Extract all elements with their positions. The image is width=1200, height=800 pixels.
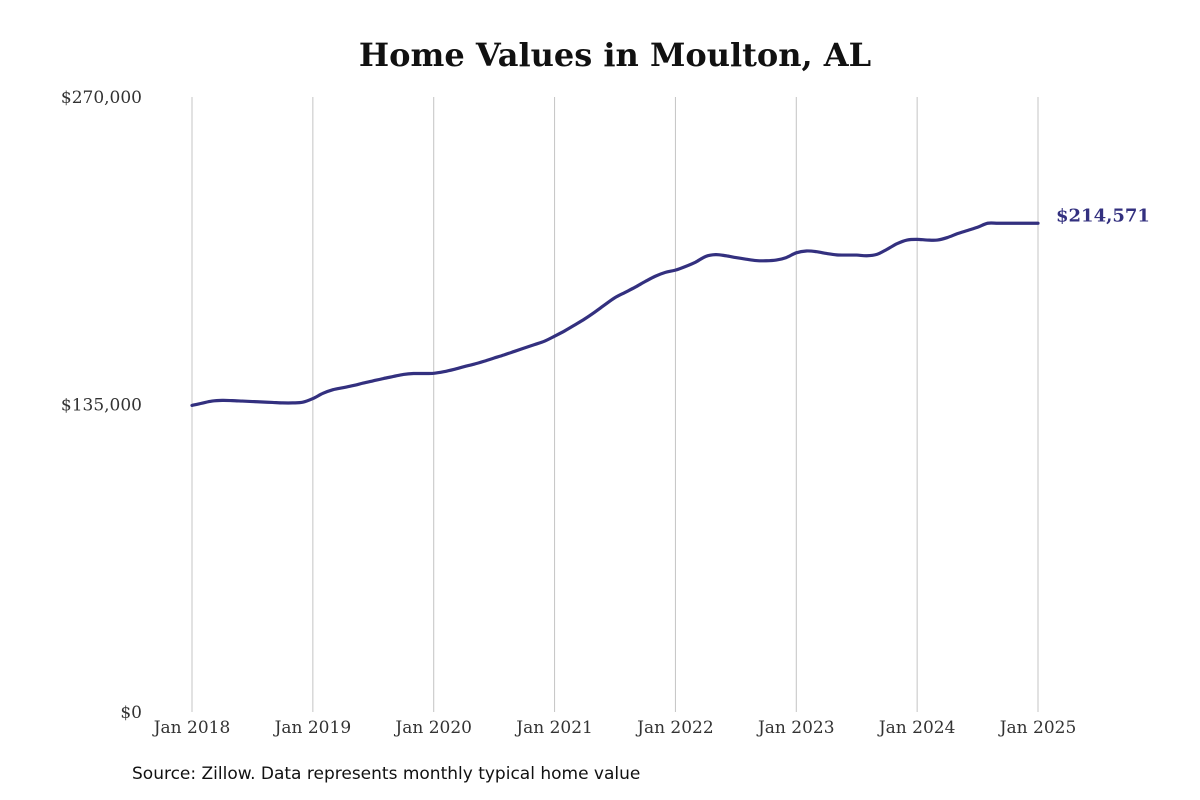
x-tick-label: Jan 2019 [273, 718, 352, 738]
x-tick-label: Jan 2018 [152, 718, 231, 738]
y-tick-label: $270,000 [61, 88, 142, 108]
x-tick-label: Jan 2020 [393, 718, 472, 738]
y-tick-label: $0 [120, 703, 142, 723]
source-note: Source: Zillow. Data represents monthly … [132, 764, 641, 784]
chart-title: Home Values in Moulton, AL [358, 36, 872, 74]
end-value-label: $214,571 [1056, 205, 1150, 226]
x-tick-label: Jan 2023 [756, 718, 835, 738]
y-tick-label: $135,000 [61, 396, 142, 416]
x-tick-label: Jan 2021 [514, 718, 593, 738]
series-line [190, 221, 1040, 408]
x-tick-label: Jan 2022 [635, 718, 714, 738]
x-tick-label: Jan 2025 [998, 718, 1077, 738]
x-tick-label: Jan 2024 [877, 718, 956, 738]
